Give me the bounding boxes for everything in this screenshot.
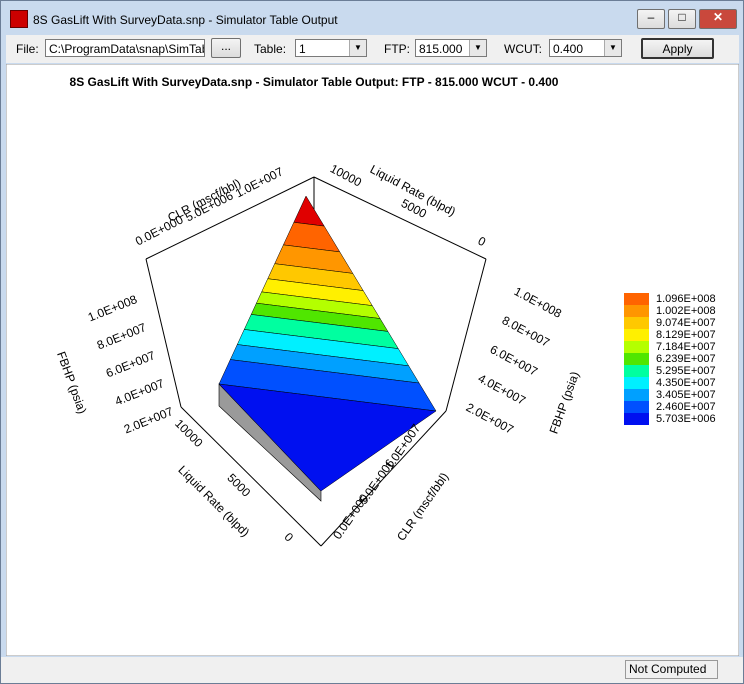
legend-label: 2.460E+007 xyxy=(656,401,716,413)
legend-label: 6.239E+007 xyxy=(656,353,716,365)
legend-swatch xyxy=(624,389,649,401)
app-icon xyxy=(10,10,28,28)
wcut-label: WCUT: xyxy=(504,42,542,56)
legend-label: 8.129E+007 xyxy=(656,329,716,341)
ftp-value: 815.000 xyxy=(419,42,463,56)
table-label: Table: xyxy=(254,42,287,56)
legend-swatch xyxy=(624,413,649,425)
legend-swatch xyxy=(624,341,649,353)
ftp-label: FTP: xyxy=(384,42,410,56)
surface xyxy=(218,195,437,502)
wcut-select[interactable]: 0.400 ▼ xyxy=(549,39,622,57)
legend-swatch xyxy=(624,317,649,329)
surface-band xyxy=(218,383,437,492)
file-label: File: xyxy=(16,42,39,56)
browse-button[interactable]: ... xyxy=(211,38,241,58)
toolbar: File: C:\ProgramData\snap\SimTab ... Tab… xyxy=(6,35,739,63)
legend-swatch xyxy=(624,305,649,317)
legend-label: 1.096E+008 xyxy=(656,293,716,305)
ftp-select[interactable]: 815.000 ▼ xyxy=(415,39,487,57)
legend-label: 1.002E+008 xyxy=(656,305,716,317)
legend-swatch xyxy=(624,401,649,413)
legend-label: 4.350E+007 xyxy=(656,377,716,389)
legend-label: 9.074E+007 xyxy=(656,317,716,329)
legend-label: 3.405E+007 xyxy=(656,389,716,401)
wcut-value: 0.400 xyxy=(553,42,584,56)
legend-swatch xyxy=(624,377,649,389)
table-value: 1 xyxy=(299,42,306,56)
minimize-button[interactable]: – xyxy=(637,9,665,29)
file-input[interactable]: C:\ProgramData\snap\SimTab xyxy=(45,39,205,57)
status-text: Not Computed xyxy=(625,660,718,679)
legend-label: 5.295E+007 xyxy=(656,365,716,377)
legend-swatch xyxy=(624,353,649,365)
axis-box xyxy=(145,176,487,547)
chart-area: 8S GasLift With SurveyData.snp - Simulat… xyxy=(6,64,739,656)
legend-swatch xyxy=(624,293,649,305)
maximize-button[interactable]: □ xyxy=(668,9,696,29)
status-bar: Not Computed xyxy=(1,657,743,683)
close-button[interactable]: ✕ xyxy=(699,9,737,29)
table-select[interactable]: 1 ▼ xyxy=(295,39,367,57)
window-title: 8S GasLift With SurveyData.snp - Simulat… xyxy=(33,13,338,27)
apply-button[interactable]: Apply xyxy=(641,38,714,59)
chart-title: 8S GasLift With SurveyData.snp - Simulat… xyxy=(70,75,559,89)
legend-swatch xyxy=(624,329,649,341)
legend-label: 7.184E+007 xyxy=(656,341,716,353)
legend-label: 5.703E+006 xyxy=(656,413,716,425)
legend-swatch xyxy=(624,365,649,377)
